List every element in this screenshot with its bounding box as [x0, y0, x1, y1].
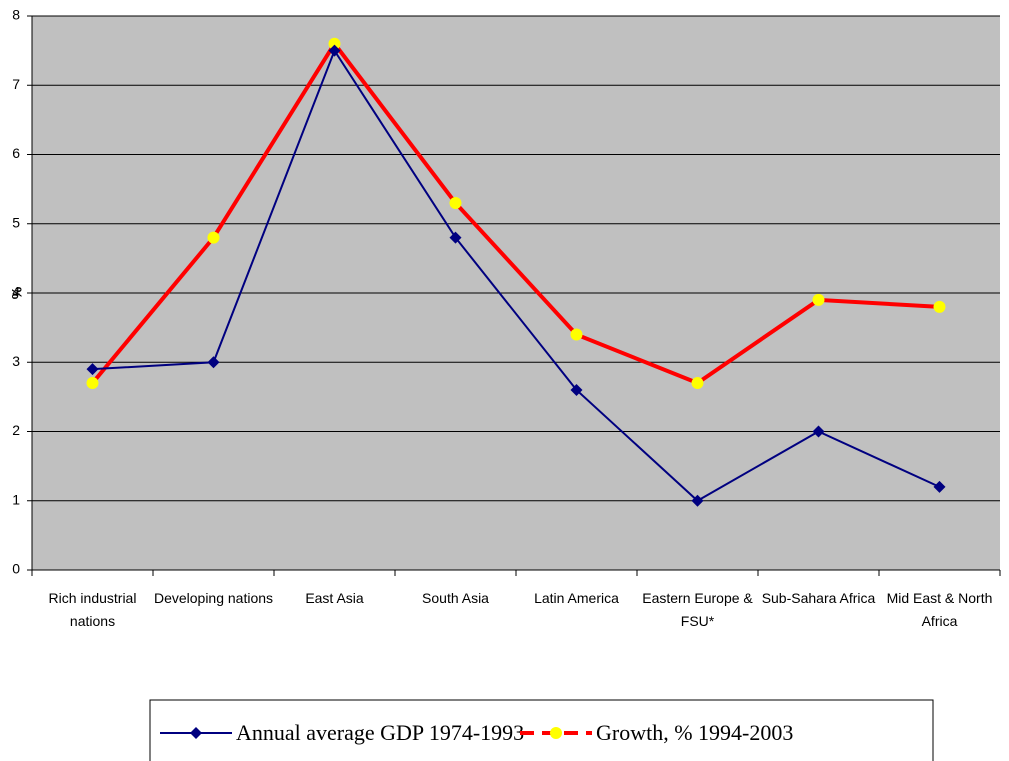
y-axis-label: % [9, 286, 25, 299]
x-tick-label: Developing nations [153, 590, 274, 606]
legend-label: Annual average GDP 1974-1993 [236, 720, 524, 745]
x-tick-label: Latin America [534, 590, 619, 606]
series-line [90, 40, 940, 386]
marker [328, 44, 341, 57]
marker [812, 293, 825, 306]
marker [328, 37, 341, 50]
marker [449, 231, 462, 244]
y-tick-label: 4 [12, 284, 20, 300]
y-tick-label: 0 [12, 561, 20, 577]
x-tick-label: Eastern Europe & FSU* [642, 590, 753, 629]
y-tick-label: 1 [12, 491, 20, 507]
x-tick-label: South Asia [422, 590, 489, 606]
marker [812, 425, 825, 438]
x-tick-label: East Asia [305, 590, 364, 606]
legend-label: Growth, % 1994-2003 [596, 720, 793, 745]
marker [570, 383, 583, 396]
y-tick-label: 3 [12, 353, 20, 369]
marker [207, 231, 220, 244]
legend-box [149, 699, 934, 761]
x-tick-label: Mid East & North Africa [886, 590, 993, 629]
y-tick-label: 7 [12, 76, 20, 92]
y-tick-label: 2 [12, 422, 20, 438]
series-line [92, 48, 940, 502]
legend-marker [190, 727, 202, 739]
marker [691, 494, 704, 507]
x-tick-label: Sub-Sahara Africa [761, 590, 876, 606]
y-tick-label: 5 [12, 214, 20, 230]
marker [207, 356, 220, 369]
marker [86, 377, 99, 390]
marker [933, 480, 946, 493]
y-tick-label: 6 [12, 145, 20, 161]
y-tick-label: 8 [12, 7, 20, 23]
marker [570, 328, 583, 341]
legend-marker [550, 727, 562, 739]
marker [86, 363, 99, 376]
marker [691, 377, 704, 390]
marker [449, 196, 462, 209]
x-tick-label: Rich industrial nations [48, 590, 137, 629]
marker [933, 300, 946, 313]
